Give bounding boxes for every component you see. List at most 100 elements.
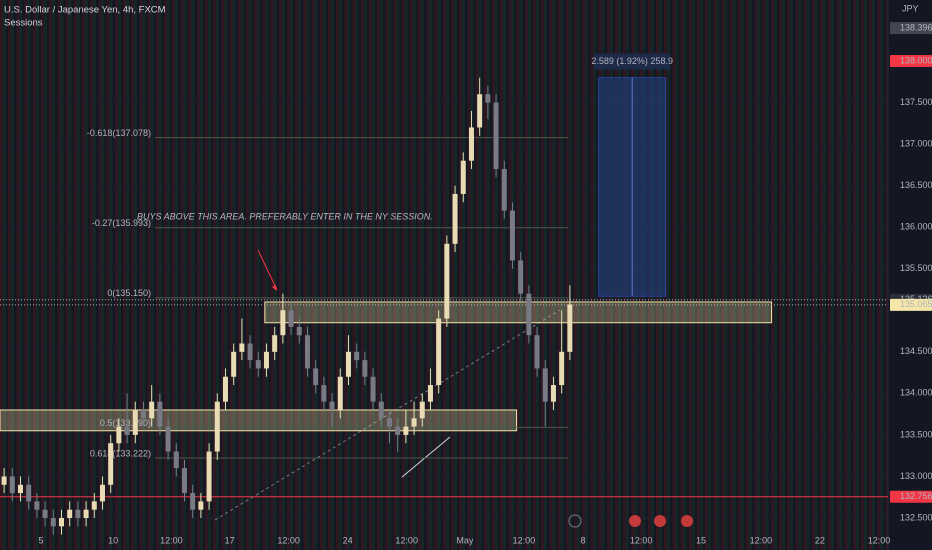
candle-body bbox=[468, 127, 474, 161]
y-tick-label: 134.500 bbox=[900, 346, 932, 356]
candle-body bbox=[132, 409, 138, 435]
y-tick-label: 136.500 bbox=[900, 180, 932, 190]
candle-body bbox=[91, 501, 97, 510]
candle-body bbox=[337, 376, 343, 410]
candle-body bbox=[509, 210, 515, 261]
candle-body bbox=[534, 335, 540, 369]
icon bbox=[654, 515, 666, 527]
candle-body bbox=[313, 368, 319, 386]
x-tick-label: 12:00 bbox=[395, 535, 418, 545]
chart-title: U.S. Dollar / Japanese Yen, 4h, FXCM bbox=[4, 5, 166, 16]
price-tag bbox=[890, 490, 932, 503]
candle-body bbox=[304, 335, 310, 369]
fib-label: -0.618(137.078) bbox=[87, 128, 151, 138]
candle-body bbox=[26, 484, 32, 502]
candle-body bbox=[58, 518, 64, 527]
x-tick-label: 12:00 bbox=[160, 535, 183, 545]
x-tick-label: May bbox=[456, 535, 474, 545]
candle-body bbox=[222, 376, 228, 402]
candle-body bbox=[214, 401, 220, 452]
candle-body bbox=[452, 193, 458, 244]
candle-body bbox=[190, 493, 196, 510]
candle-body bbox=[181, 468, 187, 494]
icon bbox=[568, 514, 582, 528]
candle-body bbox=[116, 426, 122, 444]
candle-body bbox=[9, 476, 15, 494]
x-tick-label: 12:00 bbox=[630, 535, 653, 545]
x-tick-label: 5 bbox=[38, 535, 43, 545]
candle-body bbox=[321, 385, 327, 402]
price-tag bbox=[890, 22, 932, 35]
y-tick-label: 133.500 bbox=[900, 429, 932, 439]
price-tag-label: 135.065 bbox=[900, 299, 932, 309]
y-tick-label: 137.500 bbox=[900, 97, 932, 107]
zone bbox=[264, 301, 773, 324]
candle-body bbox=[83, 509, 89, 519]
price-tag bbox=[890, 54, 932, 67]
candle-body bbox=[124, 426, 130, 435]
candle-body bbox=[460, 160, 466, 194]
candle-body bbox=[280, 310, 286, 336]
price-tag-label: 138.396 bbox=[900, 22, 932, 32]
candle-body bbox=[149, 401, 155, 419]
candle-body bbox=[395, 426, 401, 435]
x-tick-label: 12:00 bbox=[277, 535, 300, 545]
candle-body bbox=[493, 102, 499, 170]
x-tick-label: 12:00 bbox=[750, 535, 773, 545]
candle-body bbox=[526, 293, 532, 336]
indicator-name: Sessions bbox=[4, 18, 43, 29]
candle-body bbox=[329, 401, 335, 410]
candle-body bbox=[231, 351, 237, 377]
y-tick-label: 132.500 bbox=[900, 512, 932, 522]
candle-body bbox=[403, 426, 409, 435]
dashed-trend bbox=[214, 309, 561, 521]
candle-body bbox=[542, 368, 548, 402]
candle-body bbox=[247, 343, 253, 361]
x-tick-label: 12:00 bbox=[868, 535, 891, 545]
measure-label: 2.589 (1.92%) 258.9 bbox=[591, 56, 673, 66]
x-tick-label: 17 bbox=[225, 535, 235, 545]
candle-body bbox=[296, 326, 302, 336]
candle-body bbox=[42, 509, 48, 519]
candle-body bbox=[370, 376, 376, 402]
price-tag-label: 138.000 bbox=[900, 55, 932, 65]
candle-body bbox=[354, 351, 360, 361]
candle-body bbox=[567, 304, 573, 352]
y-tick-label: 134.000 bbox=[900, 388, 932, 398]
candle-body bbox=[550, 385, 556, 402]
candle-body bbox=[485, 94, 491, 103]
candle-body bbox=[559, 351, 565, 386]
x-tick-label: 10 bbox=[108, 535, 118, 545]
icon bbox=[681, 515, 693, 527]
candle-body bbox=[1, 476, 7, 485]
fib-label: 0.5(133.590) bbox=[100, 418, 151, 428]
x-tick-label: 12:00 bbox=[513, 535, 536, 545]
candle-body bbox=[17, 484, 23, 494]
candle-body bbox=[140, 409, 146, 419]
trend-line bbox=[401, 436, 451, 478]
event-icons bbox=[568, 514, 693, 528]
candle-body bbox=[108, 443, 114, 485]
arrow-head bbox=[272, 285, 277, 291]
candle-body bbox=[436, 318, 442, 386]
price-axis-bg bbox=[888, 0, 932, 550]
candle-body bbox=[50, 518, 56, 527]
candle-body bbox=[362, 360, 368, 377]
y-tick-label: 136.000 bbox=[900, 222, 932, 232]
candle-body bbox=[518, 260, 524, 294]
candle-body bbox=[345, 351, 351, 377]
measure-label-bg bbox=[594, 53, 671, 70]
fib-label: -0.27(135.993) bbox=[92, 218, 151, 228]
candle-body bbox=[206, 451, 212, 502]
annotation: BUYS ABOVE THIS AREA. PREFERABLY ENTER I… bbox=[137, 211, 433, 221]
candle-body bbox=[501, 169, 507, 211]
y-tick-label: 137.000 bbox=[900, 138, 932, 148]
icon bbox=[629, 515, 641, 527]
candle-body bbox=[378, 401, 384, 419]
currency: JPY bbox=[902, 3, 919, 13]
candle-body bbox=[288, 310, 294, 327]
candle-body bbox=[386, 418, 392, 427]
fib-label: 0.618(133.222) bbox=[90, 448, 151, 458]
candle-body bbox=[75, 509, 81, 519]
